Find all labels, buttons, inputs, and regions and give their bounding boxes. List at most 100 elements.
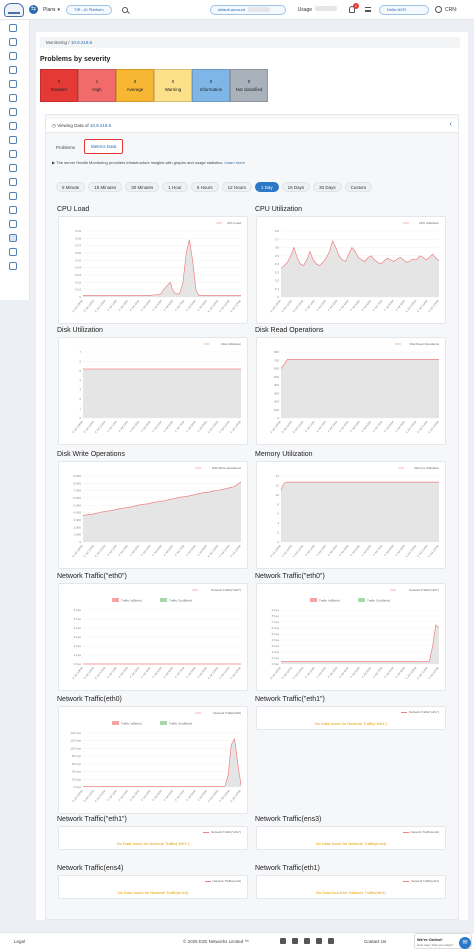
tab-problems[interactable]: Problems — [56, 145, 76, 150]
range-button[interactable]: 30 Minutes — [125, 182, 160, 192]
code-icon[interactable] — [9, 150, 17, 158]
severity-disaster[interactable]: 0 Disaster — [40, 69, 78, 102]
range-button[interactable]: 1 Day — [254, 182, 279, 192]
y-tick-label: 0.5 — [275, 254, 280, 258]
legend-label: CPU Utilization — [419, 221, 440, 225]
series-line — [83, 737, 242, 787]
range-button[interactable]: 5 Minute — [56, 182, 86, 192]
users-icon[interactable] — [9, 262, 17, 270]
image-icon[interactable] — [9, 94, 17, 102]
chat-widget[interactable]: We're Online! How may I help you today? — [414, 933, 472, 949]
reload-icon[interactable] — [9, 192, 17, 200]
network-icon[interactable] — [9, 80, 17, 88]
x-tick-label: 4 Jul 7AM — [174, 544, 186, 557]
legend-traffic-in[interactable]: Traffic In(Bits/s) — [319, 599, 340, 603]
cdn-icon[interactable] — [9, 178, 17, 186]
instagram-icon[interactable] — [316, 938, 322, 944]
severity-average[interactable]: 0 Average — [116, 69, 154, 102]
legend-traffic-out[interactable]: Traffic Out(Bits/s) — [169, 722, 192, 726]
settings-icon[interactable] — [9, 136, 17, 144]
x-tick-label: 4 Jul 3AM — [327, 544, 339, 557]
range-button[interactable]: 12 Hours — [221, 182, 252, 192]
legal-link[interactable]: Legal — [14, 939, 26, 944]
database-icon[interactable] — [9, 66, 17, 74]
series-line — [82, 481, 242, 516]
series-area — [83, 738, 241, 787]
y-tick-label: 0.2 — [275, 279, 280, 283]
severity-high[interactable]: 1 High — [78, 69, 116, 102]
severity-warning[interactable]: 0 Warning — [154, 69, 192, 102]
range-button[interactable]: 1 Hour — [162, 182, 188, 192]
chart-card: Memory Utilization 14 12 10 8 6 4 2 0 3 Jul 10PM 3… — [256, 461, 446, 569]
switch-icon[interactable]: ⇆ — [29, 5, 38, 14]
youtube-icon[interactable] — [328, 938, 334, 944]
series-area — [281, 482, 439, 542]
x-tick-label: 4 Jul 5AM — [151, 544, 163, 557]
api-icon[interactable] — [9, 164, 17, 172]
user-icon[interactable] — [435, 6, 443, 13]
chart-card: Disk Write Operations 9,000 8,000 7,000 6,00… — [58, 461, 248, 569]
bell-icon[interactable]: 2 — [349, 3, 360, 13]
x-tick-label: 4 Jul 6AM — [360, 544, 372, 557]
twitter-icon[interactable] — [304, 938, 310, 944]
legend-traffic-out[interactable]: Traffic Out(Bits/s) — [169, 599, 192, 603]
chart-title: Network Traffic(eth0) — [57, 696, 122, 703]
chart-title: Network Traffic(ens4) — [57, 865, 124, 872]
range-button[interactable]: 6 Hours — [190, 182, 219, 192]
x-tick-label: 4 Jul 8AM — [383, 666, 395, 679]
tab-metrics-data[interactable]: Metrics Data — [84, 139, 124, 154]
legend-traffic-out[interactable]: Traffic Out(Bits/s) — [367, 599, 390, 603]
severity-count: 1 — [95, 79, 99, 84]
legend-traffic-in[interactable]: Traffic In(Bits/s) — [121, 722, 142, 726]
x-tick-label: 4 Jul 8AM — [185, 420, 197, 433]
backup-icon[interactable] — [9, 220, 17, 228]
range-button[interactable]: Custom — [344, 182, 373, 192]
severity-label: Not classified — [235, 87, 263, 92]
y-tick-label: 4,000 — [73, 511, 81, 515]
edit-icon[interactable] — [9, 206, 17, 214]
learn-more-link[interactable]: Learn more — [224, 160, 245, 165]
security-icon[interactable] — [9, 108, 17, 116]
x-tick-label: 4 Jul 6AM — [162, 420, 174, 433]
chart-card: CPU Utilization 0.8 0.7 0.6 0.5 0.4 0.3 0.2 0.1 0… — [256, 216, 446, 324]
x-tick-label: 4 Jul 3AM — [327, 299, 339, 312]
range-button[interactable]: 15 Minutes — [88, 182, 123, 192]
x-tick-label: 4 Jul 3AM — [327, 420, 339, 433]
range-button[interactable]: 15 Days — [281, 182, 311, 192]
storage-icon[interactable] — [9, 52, 17, 60]
legend-label: CPU Load — [227, 221, 241, 225]
footer: Legal © 2025 E2E Networks Limited ™ Cont… — [0, 932, 474, 950]
chart-card: Disk Utilization 7 6 5 4 3 2 1 0 3 Jul 10PM 3 Jul … — [58, 337, 248, 445]
monitoring-icon[interactable] — [9, 234, 17, 242]
chat-icon[interactable]: ✉ — [459, 937, 471, 949]
severity-information[interactable]: 0 Information — [192, 69, 230, 102]
chart-card: Disk Read Operations 800 700 600 500 400 300 20… — [256, 337, 446, 445]
x-tick-label: 4 Jul 6AM — [162, 789, 174, 802]
account-pill[interactable]: default-account — [209, 4, 286, 15]
facebook-icon[interactable] — [292, 938, 298, 944]
key-icon[interactable] — [9, 248, 17, 256]
x-tick-label: 4 Jul 8AM — [383, 299, 395, 312]
dashboard-icon[interactable] — [9, 24, 17, 32]
contact-us-link[interactable]: Contact Us — [364, 939, 387, 944]
usage-link[interactable]: Usage — [298, 6, 338, 13]
y-tick-label: 2 — [277, 531, 279, 535]
breadcrumb-root[interactable]: Monitoring — [46, 40, 68, 45]
chart-card: CPU Load 0.09 0.08 0.07 0.06 0.05 0.04 0.03 0.02… — [58, 216, 248, 324]
y-tick-label: 20 bps — [72, 777, 82, 781]
kubernetes-icon[interactable] — [9, 122, 17, 130]
collapse-icon[interactable]: ‹ — [449, 121, 452, 128]
x-tick-label: 4 Jul 12PM — [229, 789, 242, 803]
x-tick-label: 4 Jul 8AM — [185, 666, 197, 679]
plans-menu[interactable]: Plans ▾ — [43, 7, 60, 13]
menu-icon[interactable] — [365, 7, 372, 12]
linkedin-icon[interactable] — [280, 938, 286, 944]
severity-not-classified[interactable]: 0 Not classified — [230, 69, 268, 102]
legend-traffic-in[interactable]: Traffic In(Bits/s) — [121, 599, 142, 603]
range-button[interactable]: 30 Days — [313, 182, 342, 192]
logo[interactable] — [4, 2, 24, 17]
region-pill[interactable]: Delhi-NCR — [379, 4, 430, 15]
search-icon[interactable] — [121, 6, 128, 13]
nodes-icon[interactable] — [9, 38, 17, 46]
workspace-pill[interactable]: TIR - AI Platform — [66, 4, 112, 15]
